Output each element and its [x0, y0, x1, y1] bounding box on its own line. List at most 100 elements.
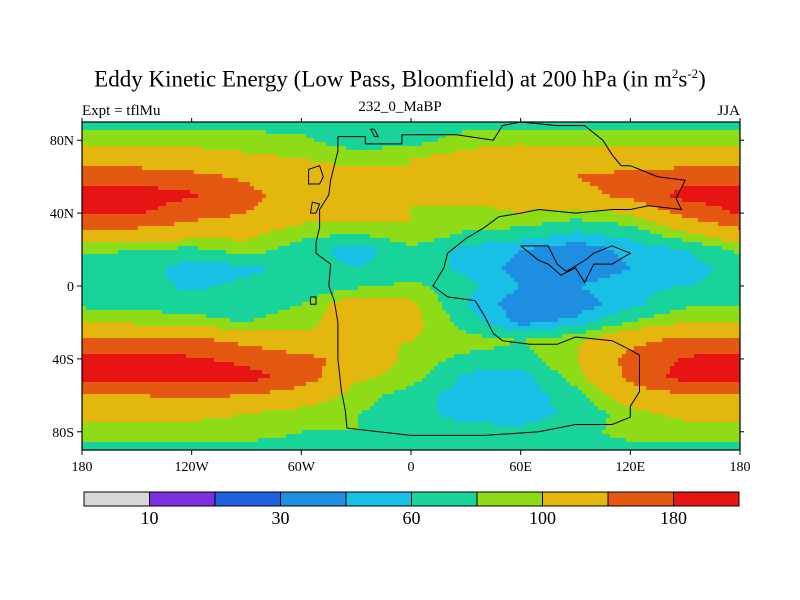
- field-cell: [598, 154, 603, 159]
- field-cell: [158, 142, 163, 147]
- field-cell: [138, 242, 143, 247]
- field-cell: [94, 154, 99, 159]
- field-cell: [154, 218, 159, 223]
- field-cell: [282, 182, 287, 187]
- field-cell: [578, 142, 583, 147]
- field-cell: [358, 178, 363, 183]
- field-cell: [186, 222, 191, 227]
- field-cell: [574, 142, 579, 147]
- field-cell: [318, 182, 323, 187]
- field-cell: [342, 150, 347, 155]
- field-cell: [474, 202, 479, 207]
- field-cell: [294, 226, 299, 231]
- field-cell: [666, 190, 671, 195]
- field-cell: [518, 170, 523, 175]
- field-cell: [602, 178, 607, 183]
- field-cell: [622, 206, 627, 211]
- field-cell: [470, 174, 475, 179]
- field-cell: [722, 202, 727, 207]
- field-cell: [538, 170, 543, 175]
- field-cell: [734, 122, 739, 127]
- field-cell: [622, 154, 627, 159]
- field-cell: [566, 214, 571, 219]
- field-cell: [194, 126, 199, 131]
- chart-title-sup2: -2: [687, 66, 699, 81]
- field-cell: [218, 130, 223, 135]
- field-cell: [598, 122, 603, 127]
- field-cell: [130, 134, 135, 139]
- field-cell: [514, 170, 519, 175]
- field-cell: [270, 234, 275, 239]
- field-cell: [694, 170, 699, 175]
- field-cell: [694, 150, 699, 155]
- field-cell: [210, 214, 215, 219]
- field-cell: [402, 198, 407, 203]
- field-cell: [662, 138, 667, 143]
- field-cell: [426, 138, 431, 143]
- field-cell: [378, 138, 383, 143]
- field-cell: [558, 138, 563, 143]
- field-cell: [486, 146, 491, 151]
- field-cell: [82, 234, 87, 239]
- field-cell: [430, 154, 435, 159]
- field-cell: [322, 166, 327, 171]
- field-cell: [518, 190, 523, 195]
- field-cell: [566, 222, 571, 227]
- field-cell: [166, 126, 171, 131]
- field-cell: [266, 198, 271, 203]
- field-cell: [534, 234, 539, 239]
- field-cell: [274, 134, 279, 139]
- field-cell: [206, 222, 211, 227]
- field-cell: [282, 206, 287, 211]
- field-cell: [710, 238, 715, 243]
- field-cell: [510, 126, 515, 131]
- field-cell: [166, 142, 171, 147]
- field-cell: [126, 130, 131, 135]
- field-cell: [558, 230, 563, 235]
- field-cell: [618, 134, 623, 139]
- field-cell: [550, 134, 555, 139]
- field-cell: [694, 182, 699, 187]
- field-cell: [622, 142, 627, 147]
- field-cell: [582, 178, 587, 183]
- field-cell: [378, 178, 383, 183]
- field-cell: [286, 158, 291, 163]
- field-cell: [582, 166, 587, 171]
- field-cell: [490, 218, 495, 223]
- field-cell: [394, 178, 399, 183]
- field-cell: [222, 242, 227, 247]
- field-cell: [658, 162, 663, 167]
- field-cell: [530, 166, 535, 171]
- field-cell: [582, 214, 587, 219]
- field-cell: [454, 238, 459, 243]
- field-cell: [638, 230, 643, 235]
- field-cell: [550, 238, 555, 243]
- field-cell: [346, 126, 351, 131]
- field-cell: [518, 198, 523, 203]
- field-cell: [450, 222, 455, 227]
- field-cell: [578, 170, 583, 175]
- field-cell: [662, 234, 667, 239]
- field-cell: [674, 186, 679, 191]
- field-cell: [82, 178, 87, 183]
- field-cell: [634, 182, 639, 187]
- field-cell: [298, 198, 303, 203]
- field-cell: [422, 182, 427, 187]
- field-cell: [162, 222, 167, 227]
- field-cell: [510, 218, 515, 223]
- field-cell: [122, 190, 127, 195]
- field-cell: [342, 138, 347, 143]
- field-cell: [582, 226, 587, 231]
- field-cell: [218, 146, 223, 151]
- field-cell: [510, 178, 515, 183]
- field-cell: [370, 210, 375, 215]
- field-cell: [402, 126, 407, 131]
- field-cell: [478, 214, 483, 219]
- field-cell: [614, 146, 619, 151]
- field-cell: [178, 154, 183, 159]
- field-cell: [250, 234, 255, 239]
- field-cell: [526, 174, 531, 179]
- field-cell: [470, 146, 475, 151]
- field-cell: [566, 170, 571, 175]
- field-cell: [602, 230, 607, 235]
